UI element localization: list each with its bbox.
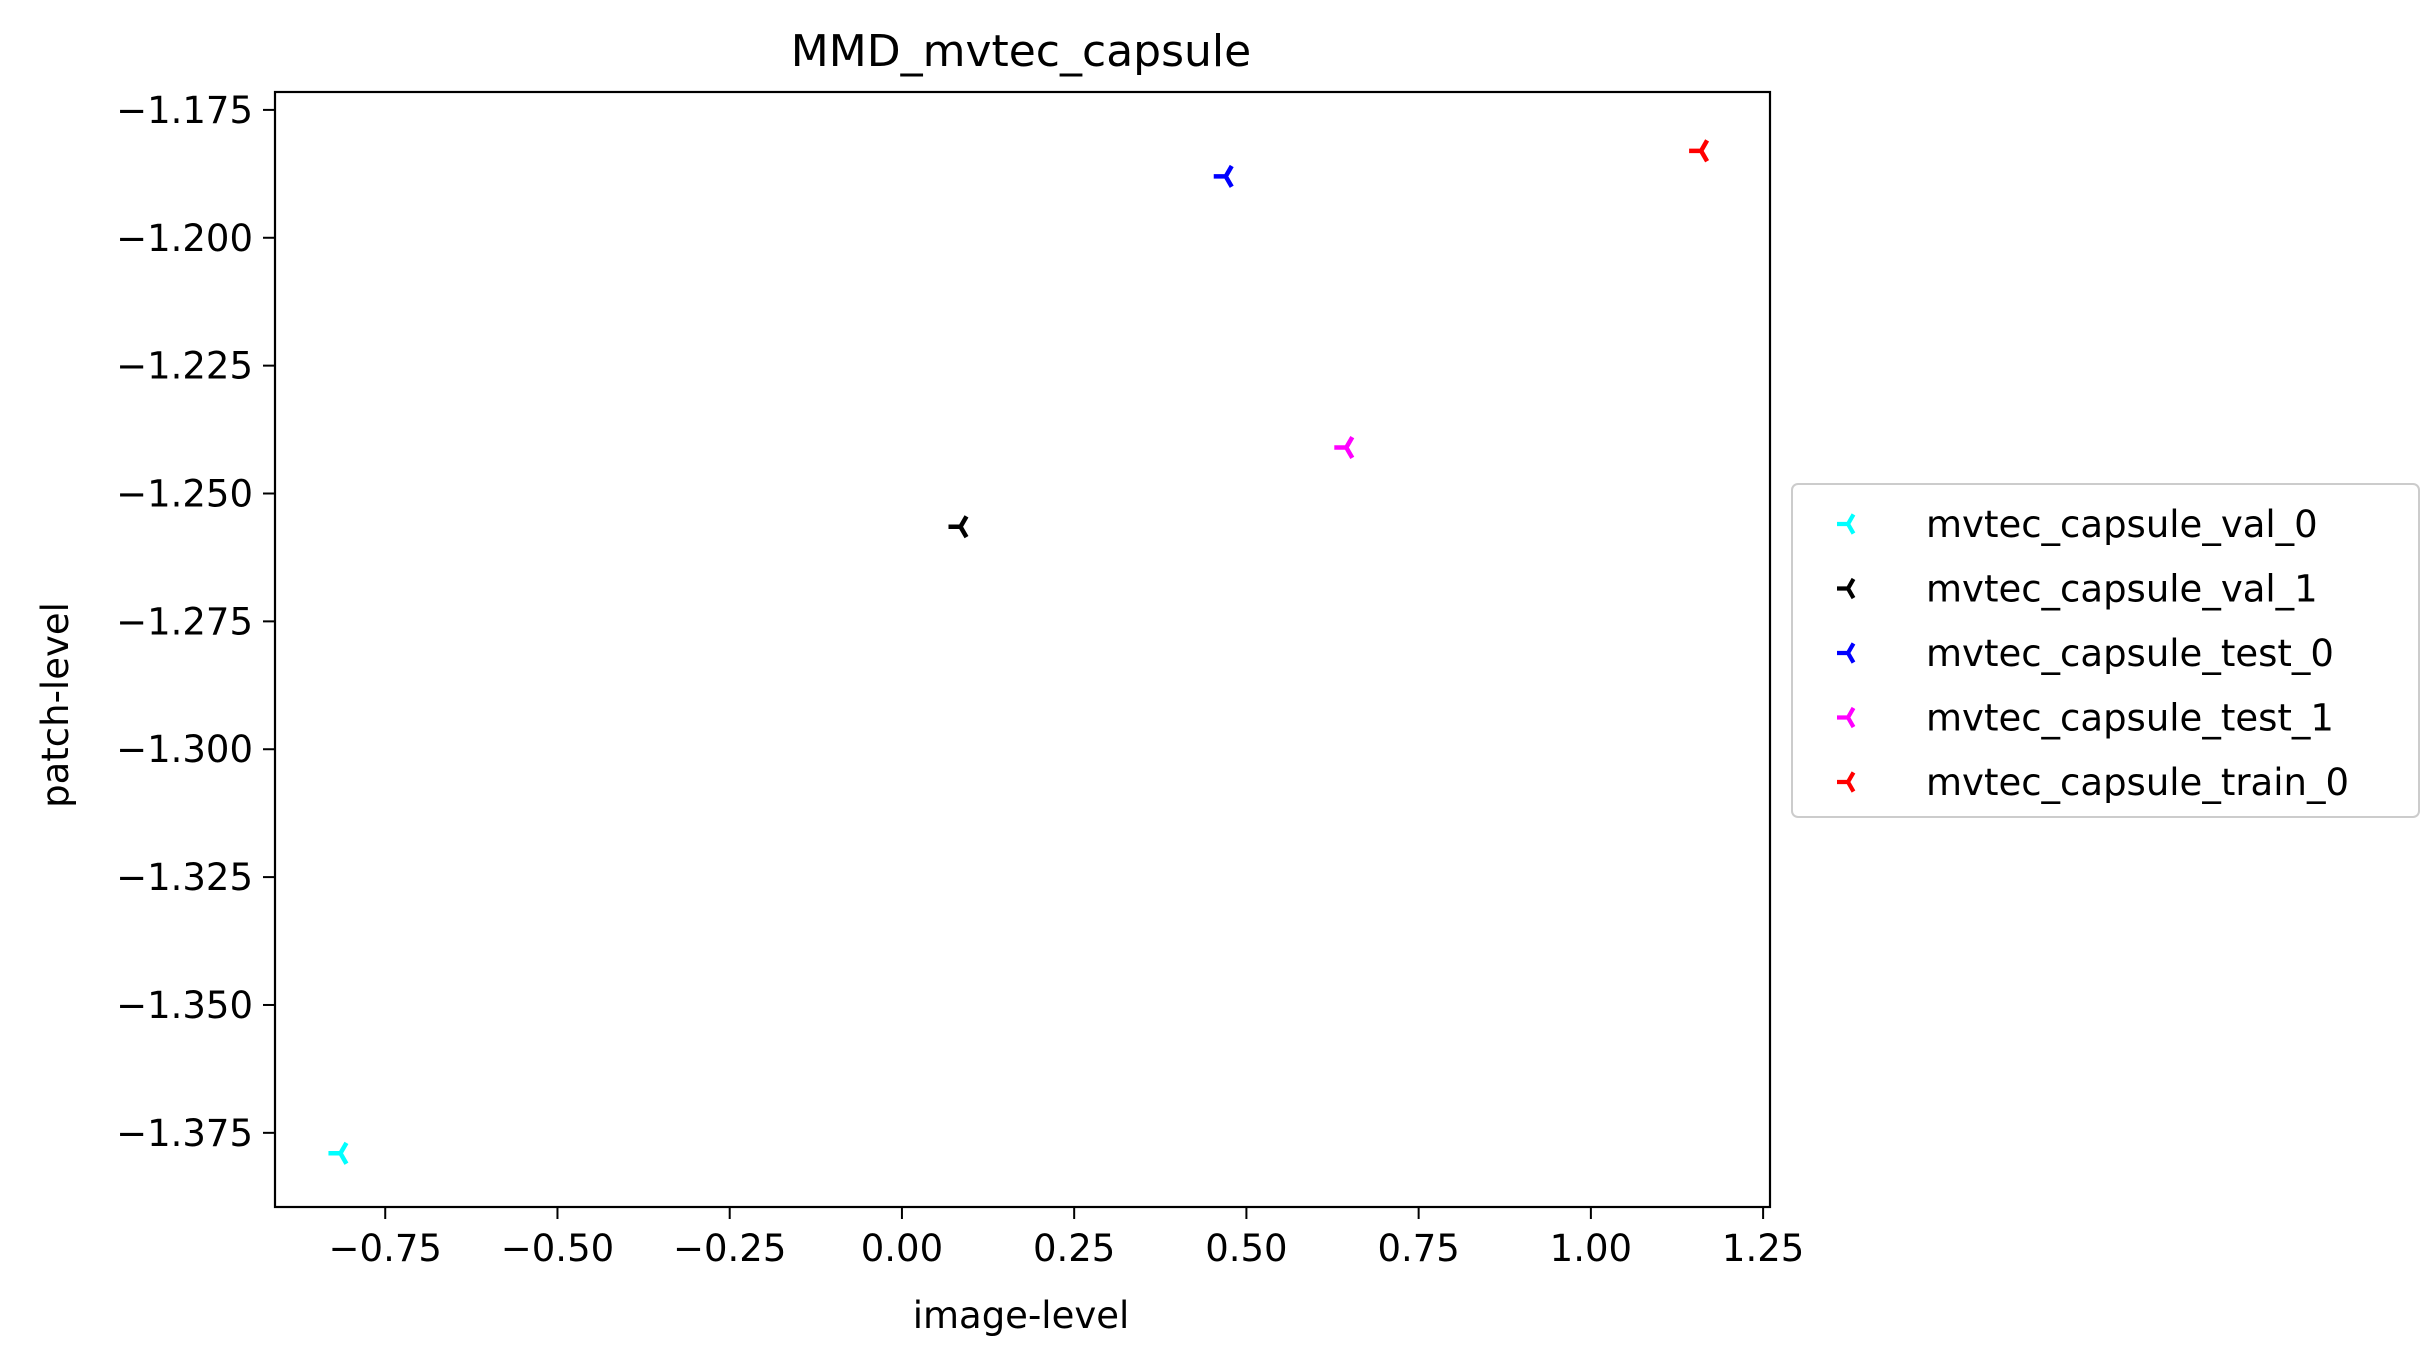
x-tick-label: 0.75 [1377,1227,1459,1270]
legend-label: mvtec_capsule_val_0 [1926,503,2318,546]
x-tick-label: 1.25 [1722,1227,1804,1270]
x-tick-label: −0.25 [673,1227,786,1270]
legend-box [1791,483,2420,818]
y-tick-label: −1.175 [116,89,253,132]
legend-marker [1837,771,1856,793]
x-tick-label: 0.00 [861,1227,943,1270]
x-tick-label: 0.50 [1205,1227,1287,1270]
legend-label: mvtec_capsule_val_1 [1926,568,2318,611]
legend-marker [1837,706,1856,729]
plot-frame [273,90,1772,1209]
y-tick-label: −1.325 [116,856,253,899]
data-point [328,1141,349,1165]
axes: −0.75 −0.50 −0.25 0.00 0.25 0.50 0.75 1.00 1.25 −… [116,89,1804,1270]
legend-marker [1837,642,1856,664]
y-tick-label: −1.200 [116,217,253,260]
y-tick-label: −1.350 [116,984,253,1027]
x-tick-label: −0.50 [501,1227,614,1270]
data-point [1334,435,1355,459]
data-point [1213,164,1234,188]
x-tick-label: −0.75 [329,1227,442,1270]
x-tick-label: 1.00 [1550,1227,1632,1270]
x-axis-title: image-level [913,1294,1130,1337]
y-tick-label: −1.225 [116,345,253,388]
x-tick-label: 0.25 [1033,1227,1115,1270]
data-points [328,139,1710,1165]
y-tick-label: −1.300 [116,728,253,771]
y-tick-label: −1.275 [116,600,253,643]
legend: mvtec_capsule_val_0 mvtec_capsule_val_1mv… [1791,483,2420,818]
legend-label: mvtec_capsule_test_1 [1926,697,2334,740]
y-axis-title: patch-level [34,602,77,808]
data-point [1689,139,1710,163]
chart-title: MMD_mvtec_capsule [791,26,1251,77]
data-point [948,515,969,539]
legend-label: mvtec_capsule_train_0 [1926,761,2349,804]
legend-label: mvtec_capsule_test_0 [1926,632,2334,675]
legend-marker [1837,577,1856,600]
y-tick-label: −1.375 [116,1112,253,1155]
legend-marker [1837,513,1856,535]
y-tick-label: −1.250 [116,473,253,516]
